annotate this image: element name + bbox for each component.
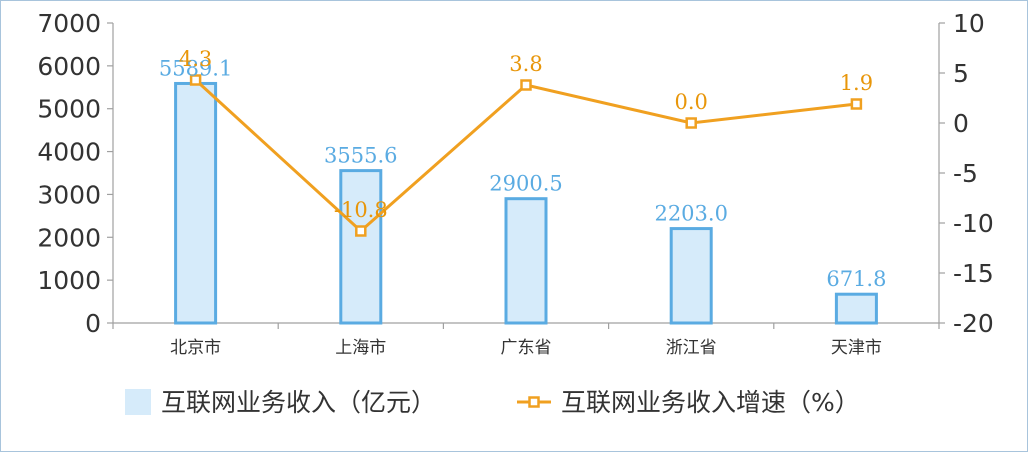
bar-value-label: 3555.6 xyxy=(324,144,397,168)
bar xyxy=(339,169,383,325)
bar-value-label: 2203.0 xyxy=(654,202,727,226)
line-point xyxy=(520,79,532,91)
line-point xyxy=(850,98,863,110)
x-tick-label: 上海市 xyxy=(335,338,386,358)
x-tick-label: 广东省 xyxy=(501,338,552,358)
line-series xyxy=(189,74,863,237)
left-tick-label: 1000 xyxy=(37,266,101,295)
left-tick-label: 4000 xyxy=(37,138,101,167)
left-tick-label: 3000 xyxy=(37,180,101,209)
line-value-label: 3.8 xyxy=(509,52,542,76)
left-tick-label: 7000 xyxy=(37,9,101,38)
axes: 0 1000 2000 3000 4000 5000 6000 7000 -20 -15 -10 -5… xyxy=(37,9,993,358)
line-value-label: 4.3 xyxy=(179,47,212,71)
line-value-label: -10.8 xyxy=(334,198,388,222)
bar-series xyxy=(174,81,878,325)
line-value-label: 1.9 xyxy=(840,71,873,95)
right-tick-label: -10 xyxy=(953,209,994,238)
legend-bar-label: 互联网业务收入（亿元） xyxy=(161,388,436,417)
legend-bar-swatch xyxy=(125,389,151,415)
bar-value-label: 5589.1 xyxy=(159,56,232,80)
line-value-label: 0.0 xyxy=(674,90,707,114)
bar xyxy=(504,197,548,325)
left-tick-label: 0 xyxy=(85,309,101,338)
right-tick-label: 10 xyxy=(953,9,985,38)
line-point xyxy=(189,74,202,86)
left-tick-label: 6000 xyxy=(37,52,101,81)
line-point xyxy=(355,225,367,237)
left-tick-label: 2000 xyxy=(37,223,101,252)
legend-line-marker xyxy=(528,396,540,408)
bar xyxy=(174,81,218,325)
data-labels: 5589.1 3555.6 2900.5 2203.0 671.8 4.3 -10.8 3.8… xyxy=(159,47,887,291)
bar-value-label: 2900.5 xyxy=(489,172,562,196)
x-tick-label: 天津市 xyxy=(831,338,882,358)
right-tick-label: -15 xyxy=(953,259,994,288)
right-tick-label: 5 xyxy=(953,59,969,88)
right-tick-label: -5 xyxy=(953,159,978,188)
x-tick-label: 北京市 xyxy=(170,338,221,358)
legend: 互联网业务收入（亿元） 互联网业务收入增速（%） xyxy=(125,388,860,417)
bar xyxy=(669,227,713,325)
bar xyxy=(834,292,878,325)
bar-value-label: 671.8 xyxy=(826,267,886,291)
right-tick-label: -20 xyxy=(953,309,994,338)
line-point xyxy=(685,117,697,129)
legend-line-label: 互联网业务收入增速（%） xyxy=(561,388,860,417)
left-tick-label: 5000 xyxy=(37,95,101,124)
right-tick-label: 0 xyxy=(953,109,969,138)
x-tick-label: 浙江省 xyxy=(666,338,717,358)
